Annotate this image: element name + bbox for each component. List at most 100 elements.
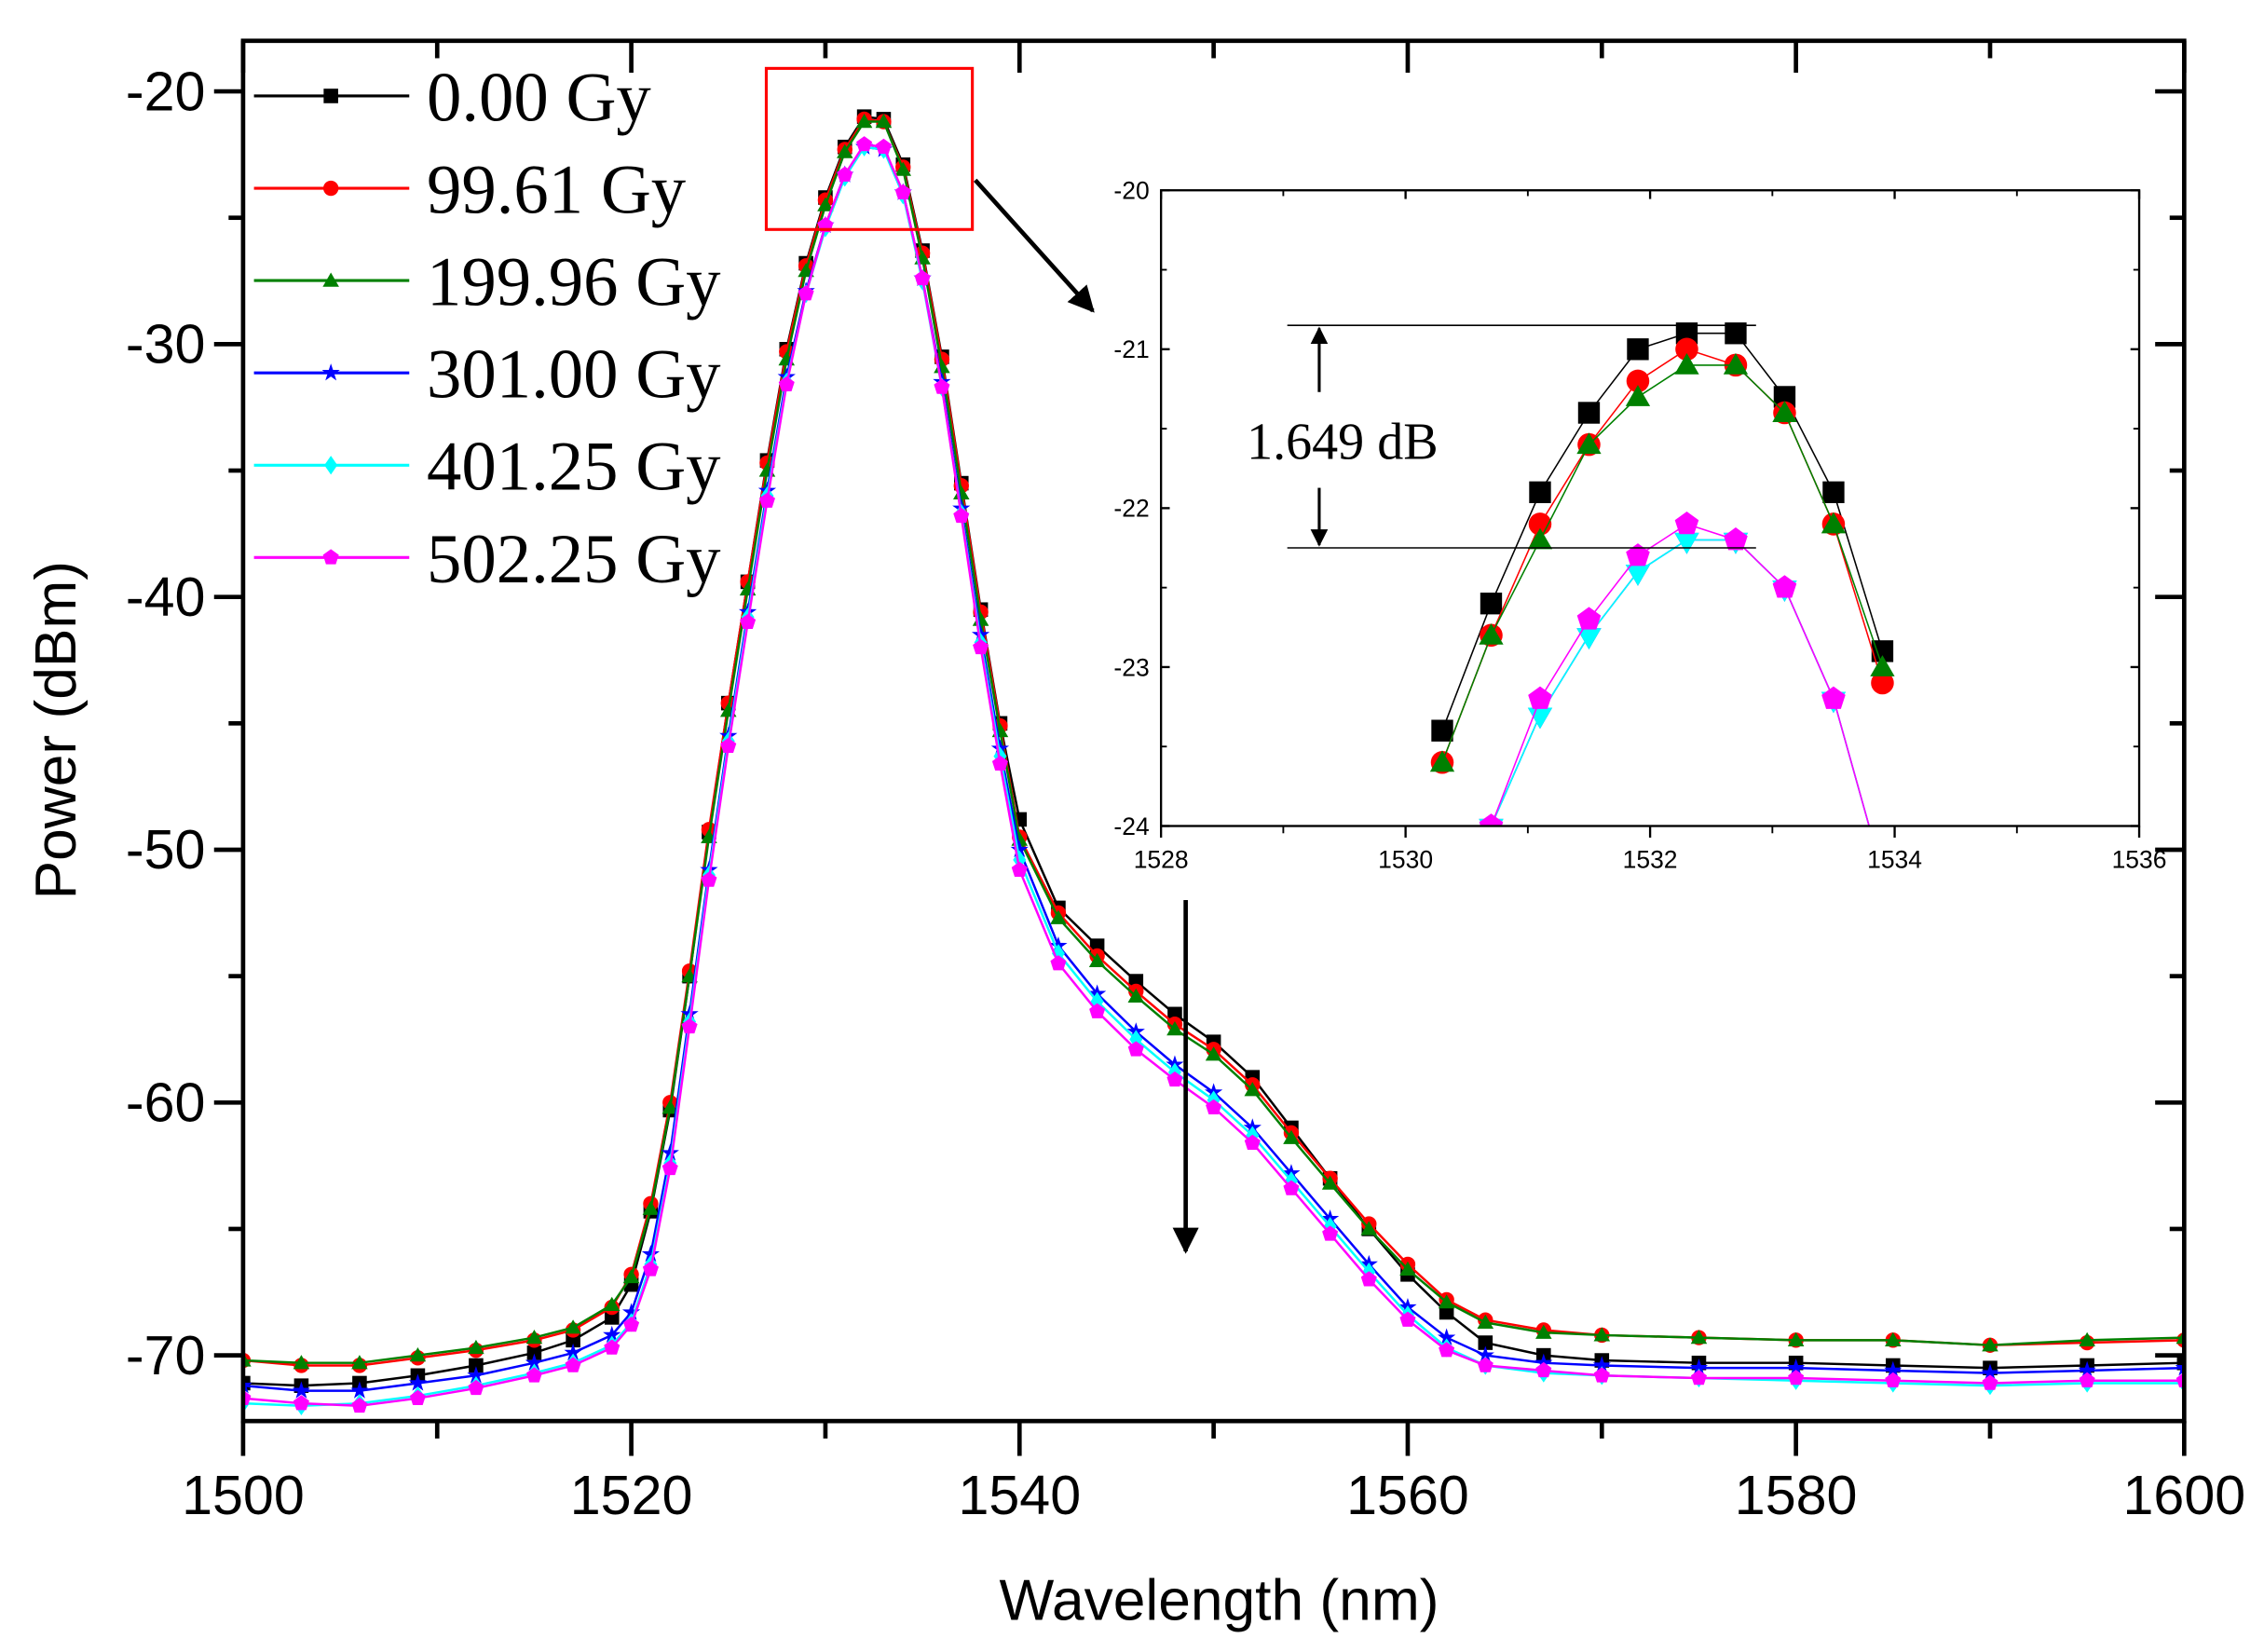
data-point (467, 1366, 485, 1384)
data-point (1592, 1356, 1611, 1373)
inset-series-line (1490, 523, 1870, 826)
data-point (469, 1358, 484, 1373)
data-point (621, 1303, 641, 1320)
data-point (1982, 1374, 1998, 1390)
data-point (740, 613, 757, 630)
data-point (894, 184, 911, 199)
data-point (1884, 1360, 1903, 1379)
data-point (953, 507, 970, 524)
inset-data-point (1625, 385, 1651, 406)
legend-marker-star-icon (321, 363, 340, 381)
inset-data-point (1625, 564, 1651, 586)
legend-item: 199.96 Gy (253, 244, 721, 321)
data-point (837, 166, 853, 182)
inset-data-point (1723, 353, 1749, 375)
data-point (1477, 1357, 1493, 1372)
data-point (1205, 1046, 1222, 1061)
inset-data-point (1429, 750, 1455, 772)
data-point (1477, 1314, 1494, 1329)
data-point (1439, 1304, 1454, 1320)
x-tick-label: 1600 (2122, 1464, 2245, 1526)
data-point (641, 1244, 661, 1263)
data-point (701, 871, 717, 887)
inset-data-point (1479, 622, 1504, 645)
data-point (778, 375, 795, 392)
data-point (1399, 1311, 1416, 1327)
inset-data-point (1871, 640, 1894, 662)
data-point (1476, 1345, 1494, 1363)
legend-marker-square-icon (323, 89, 338, 103)
inset-data-point (1577, 402, 1601, 424)
inset-data-point (1479, 813, 1504, 826)
inset-data-point (1627, 338, 1649, 361)
inset-data-point (1724, 527, 1748, 551)
inset-background (1161, 190, 2140, 826)
y-tick-label: -30 (126, 313, 206, 375)
inset-data-point (1870, 655, 1895, 676)
data-point (293, 1395, 309, 1411)
legend-item: 401.25 Gy (253, 429, 721, 506)
data-point (1166, 1021, 1183, 1036)
data-point (1089, 1003, 1106, 1018)
inset-series-5 (1479, 511, 1870, 826)
y-tick-label: -20 (126, 60, 206, 122)
legend-label: 502.25 Gy (427, 521, 721, 598)
data-point (2079, 1331, 2095, 1346)
series-group (242, 109, 2185, 1416)
data-point (875, 114, 893, 129)
data-point (242, 1376, 252, 1394)
inset-data-point (1772, 401, 1797, 422)
data-point (1322, 1225, 1339, 1241)
data-point (1050, 955, 1067, 971)
data-point (351, 1397, 368, 1413)
data-point (1360, 1221, 1378, 1236)
inset-y-tick-label: -20 (1113, 177, 1149, 205)
data-point (914, 269, 931, 286)
x-tick-label: 1520 (570, 1464, 693, 1526)
data-point (565, 1357, 581, 1372)
data-point (1206, 1099, 1222, 1114)
data-point (1593, 1327, 1611, 1342)
data-point (526, 1345, 542, 1360)
inset-series-line (1441, 364, 1884, 763)
data-point (1438, 1328, 1456, 1345)
data-point (603, 1325, 621, 1344)
data-point (1885, 1372, 1902, 1387)
data-point (1088, 952, 1106, 967)
legend-label: 0.00 Gy (427, 59, 651, 136)
inset-data-point (1576, 628, 1602, 650)
legend-marker-circle-icon (322, 180, 339, 197)
data-point (1050, 909, 1067, 924)
data-point (1787, 1331, 1805, 1346)
data-point (1011, 861, 1028, 877)
data-point (468, 1339, 484, 1355)
legend-item: 0.00 Gy (253, 59, 651, 136)
inset-plot: 1528 1530 1532 1534 1536 -20 -21 -22 -23 -24 1.649… (1113, 177, 2166, 874)
data-point (1244, 1082, 1262, 1097)
data-point (1283, 1129, 1300, 1144)
zoom-box (764, 66, 975, 231)
data-point (292, 1381, 311, 1399)
data-point (855, 114, 873, 129)
data-point (1321, 1175, 1339, 1190)
y-axis-title: Power (dBm) (24, 561, 89, 899)
x-tick-label: 1560 (1346, 1464, 1469, 1526)
inset-data-point (1772, 575, 1797, 598)
inset-data-point (1674, 532, 1699, 554)
data-point (875, 138, 892, 154)
inset-x-tick-label: 1530 (1378, 846, 1433, 874)
data-point (1166, 1071, 1183, 1087)
x-tick-label: 1500 (182, 1464, 305, 1526)
data-point (798, 285, 814, 301)
inset-y-tick-label: -24 (1113, 812, 1149, 840)
main-plot: 1500 1520 1540 1560 1580 1600 -20 -30 -40 -50 -60 -… (126, 38, 2245, 1526)
data-point (1982, 1337, 1998, 1352)
data-point (1690, 1330, 1708, 1345)
inset-data-point (1529, 481, 1551, 503)
data-point (1787, 1358, 1806, 1376)
legend-label: 301.00 Gy (427, 336, 721, 414)
data-point (1535, 1361, 1552, 1378)
data-point (642, 1200, 660, 1215)
legend-label: 99.61 Gy (427, 152, 687, 229)
